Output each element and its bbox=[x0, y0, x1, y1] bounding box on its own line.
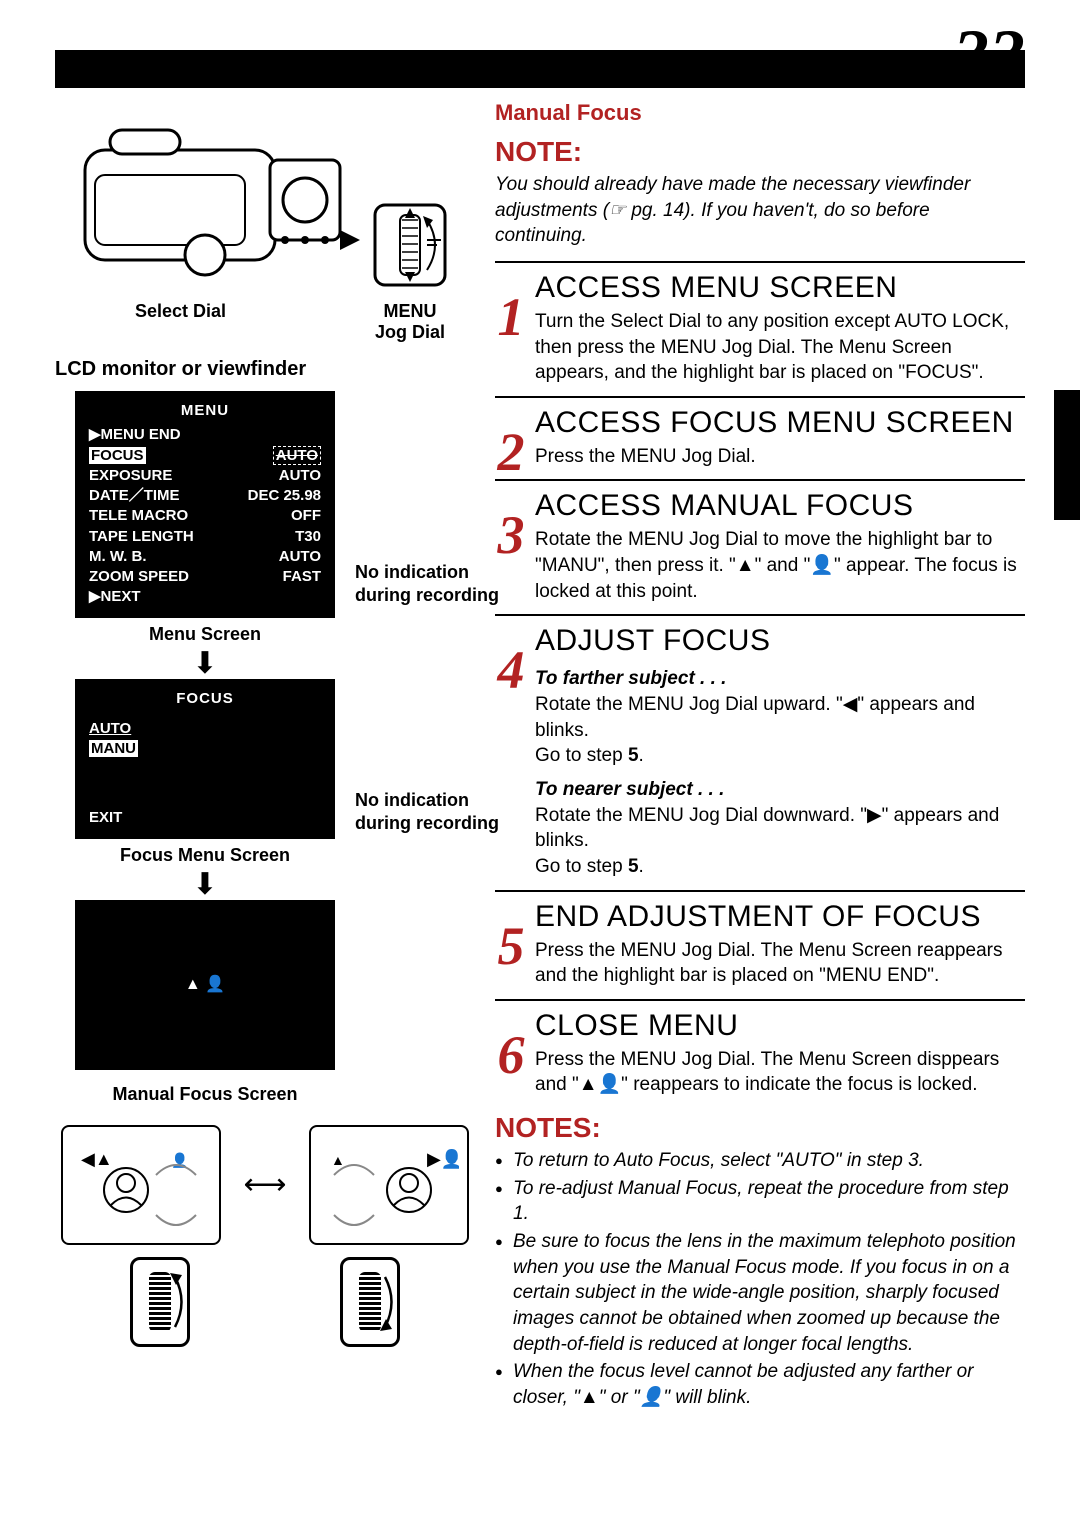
notes-heading: NOTES: bbox=[495, 1112, 1025, 1144]
step-heading: ACCESS FOCUS MENU SCREEN bbox=[535, 406, 1025, 440]
dial-down-icon bbox=[340, 1257, 400, 1347]
step-body: To farther subject . . .Rotate the MENU … bbox=[535, 666, 1025, 879]
step: 1ACCESS MENU SCREENTurn the Select Dial … bbox=[495, 261, 1025, 386]
step-body: Press the MENU Jog Dial. bbox=[535, 444, 1025, 470]
note-item: When the focus level cannot be adjusted … bbox=[495, 1359, 1025, 1410]
page-number: 33 bbox=[953, 30, 1025, 80]
notes-list: To return to Auto Focus, select "AUTO" i… bbox=[495, 1148, 1025, 1410]
side-tab bbox=[1054, 390, 1080, 520]
step: 3ACCESS MANUAL FOCUSRotate the MENU Jog … bbox=[495, 479, 1025, 604]
manual-focus-symbols: ▲ 👤 bbox=[185, 974, 225, 996]
manual-focus-screen: ▲ 👤 bbox=[75, 900, 335, 1070]
focus-caption: Focus Menu Screen bbox=[75, 845, 335, 866]
right-column: Manual Focus NOTE: You should already ha… bbox=[495, 100, 1025, 1413]
menu-row: DATE／TIMEDEC 25.98 bbox=[89, 486, 321, 506]
step-body: Press the MENU Jog Dial. The Menu Screen… bbox=[535, 938, 1025, 989]
note-heading: NOTE: bbox=[495, 136, 1025, 168]
focus-exit: EXIT bbox=[89, 808, 122, 828]
step-body: Rotate the MENU Jog Dial to move the hig… bbox=[535, 527, 1025, 604]
menu-row: TAPE LENGTHT30 bbox=[89, 527, 321, 547]
menu-row: EXPOSUREAUTO bbox=[89, 466, 321, 486]
menu-jog-label-1: MENU bbox=[383, 301, 436, 321]
svg-text:▲: ▲ bbox=[331, 1152, 345, 1168]
arrow-down-icon: ⬇ bbox=[75, 870, 335, 900]
left-column: Select Dial MENU Jog Dial LCD monitor or… bbox=[55, 100, 475, 1347]
note-item: To re-adjust Manual Focus, repeat the pr… bbox=[495, 1176, 1025, 1227]
double-arrow-icon: ⟷ bbox=[243, 1167, 286, 1202]
step-body: Turn the Select Dial to any position exc… bbox=[535, 309, 1025, 386]
step-number: 5 bbox=[491, 928, 531, 966]
note-item: To return to Auto Focus, select "AUTO" i… bbox=[495, 1148, 1025, 1174]
focus-near-icon: ▲ ▶👤 bbox=[309, 1125, 469, 1245]
step-number: 3 bbox=[491, 517, 531, 555]
dial-row bbox=[55, 1257, 475, 1347]
camcorder-svg bbox=[55, 100, 475, 300]
focus-menu-screen: FOCUS AUTO MANU EXIT bbox=[75, 679, 335, 839]
svg-text:▶👤: ▶👤 bbox=[427, 1148, 459, 1169]
step-heading: END ADJUSTMENT OF FOCUS bbox=[535, 900, 1025, 934]
focus-illustration: ◀▲ 👤 ⟷ ▲ ▶👤 bbox=[55, 1125, 475, 1245]
menu-row: ▶NEXT bbox=[89, 587, 321, 607]
note-item: Be sure to focus the lens in the maximum… bbox=[495, 1229, 1025, 1357]
side-note-1: No indication during recording bbox=[355, 561, 505, 608]
side-note-2: No indication during recording bbox=[355, 789, 505, 836]
dial-up-icon bbox=[130, 1257, 190, 1347]
arrow-down-icon: ⬇ bbox=[75, 649, 335, 679]
menu-caption: Menu Screen bbox=[75, 624, 335, 645]
step-number: 1 bbox=[491, 299, 531, 337]
menu-row: TELE MACROOFF bbox=[89, 506, 321, 526]
focus-title: FOCUS bbox=[89, 689, 321, 709]
camcorder-illustration: Select Dial MENU Jog Dial bbox=[55, 100, 475, 340]
step: 4ADJUST FOCUSTo farther subject . . .Rot… bbox=[495, 614, 1025, 879]
menu-title: MENU bbox=[89, 401, 321, 421]
step-body: Press the MENU Jog Dial. The Menu Screen… bbox=[535, 1047, 1025, 1098]
step-heading: ADJUST FOCUS bbox=[535, 624, 1025, 658]
page-header: EN 33 bbox=[917, 30, 1025, 85]
step-number: 4 bbox=[491, 652, 531, 690]
step-heading: ACCESS MANUAL FOCUS bbox=[535, 489, 1025, 523]
step-heading: CLOSE MENU bbox=[535, 1009, 1025, 1043]
step-number: 2 bbox=[491, 434, 531, 472]
step-number: 6 bbox=[491, 1037, 531, 1075]
manual-caption: Manual Focus Screen bbox=[75, 1084, 335, 1105]
step: 5END ADJUSTMENT OF FOCUSPress the MENU J… bbox=[495, 890, 1025, 989]
svg-text:◀▲: ◀▲ bbox=[81, 1149, 113, 1169]
focus-manu: MANU bbox=[89, 739, 321, 759]
focus-auto: AUTO bbox=[89, 719, 321, 739]
menu-row: M. W. B.AUTO bbox=[89, 547, 321, 567]
step-heading: ACCESS MENU SCREEN bbox=[535, 271, 1025, 305]
section-title: Manual Focus bbox=[495, 100, 1025, 126]
step: 6CLOSE MENUPress the MENU Jog Dial. The … bbox=[495, 999, 1025, 1098]
menu-row: FOCUSAUTO bbox=[89, 446, 321, 466]
focus-far-icon: ◀▲ 👤 bbox=[61, 1125, 221, 1245]
step: 2ACCESS FOCUS MENU SCREENPress the MENU … bbox=[495, 396, 1025, 470]
lcd-label: LCD monitor or viewfinder bbox=[55, 358, 475, 381]
menu-screen: MENU ▶MENU ENDFOCUSAUTOEXPOSUREAUTODATE／… bbox=[75, 391, 335, 618]
menu-row: ▶MENU END bbox=[89, 425, 321, 445]
header-bar bbox=[55, 50, 1025, 88]
menu-row: ZOOM SPEEDFAST bbox=[89, 567, 321, 587]
note-text: You should already have made the necessa… bbox=[495, 172, 1025, 249]
page-lang: EN bbox=[917, 62, 947, 85]
menu-jog-label-2: Jog Dial bbox=[375, 322, 445, 342]
select-dial-label: Select Dial bbox=[135, 301, 226, 343]
